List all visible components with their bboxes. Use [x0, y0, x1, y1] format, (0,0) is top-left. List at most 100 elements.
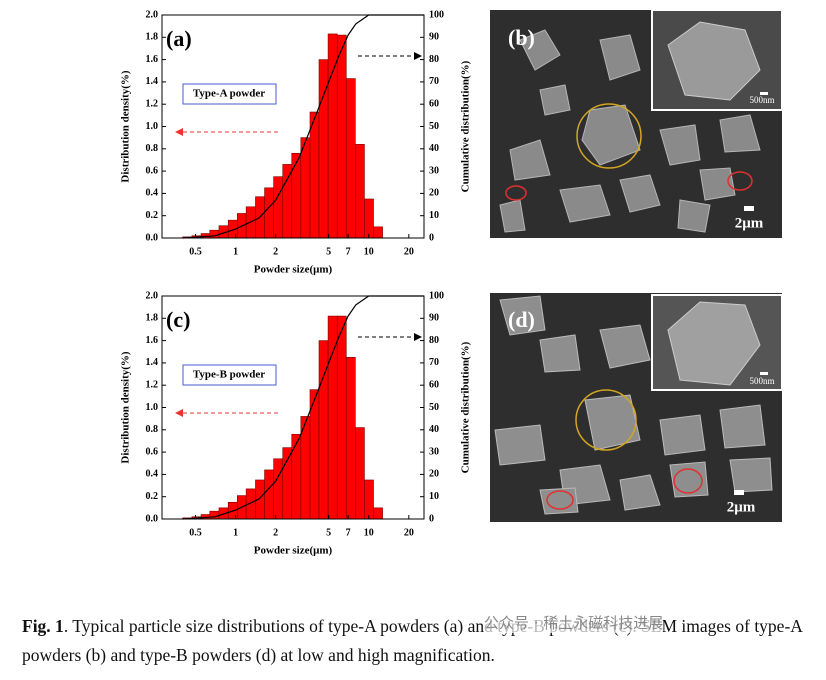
y2-tick-label: 30	[429, 446, 439, 457]
y2-tick-label: 70	[429, 76, 439, 87]
cumulative-line	[182, 14, 424, 239]
y2-tick-label: 100	[429, 9, 444, 20]
bar	[364, 198, 374, 239]
inset-scale-bar-label: 500nm	[749, 95, 774, 105]
caption: Fig. 1. Typical particle size distributi…	[22, 612, 812, 670]
y-tick-label: 1.6	[146, 54, 159, 65]
y-tick-label: 1.0	[146, 402, 159, 413]
legend-box	[182, 364, 277, 386]
y-tick-label: 0.0	[146, 513, 159, 524]
y-tick-label: 0.8	[146, 143, 159, 154]
bar	[282, 164, 293, 239]
panel-label: (a)	[166, 26, 192, 51]
y-tick-label: 1.2	[146, 379, 159, 390]
figure-label: Fig. 1	[22, 616, 64, 636]
y-tick-label: 1.8	[146, 313, 159, 324]
x-axis-label: Powder size(μm)	[254, 264, 333, 276]
x-tick-label: 20	[404, 246, 414, 257]
x-tick-label: 1	[233, 246, 238, 257]
bar	[209, 510, 220, 520]
panel-label: (d)	[508, 307, 535, 332]
x-tick-label: 7	[346, 527, 351, 538]
y2-tick-label: 30	[429, 165, 439, 176]
y-tick-label: 1.6	[146, 335, 159, 346]
y-tick-label: 0.6	[146, 446, 159, 457]
x-tick-label: 10	[364, 527, 374, 538]
scale-bar-label: 2μm	[727, 499, 756, 515]
y2-tick-label: 70	[429, 357, 439, 368]
inset-scale-bar-label: 500nm	[749, 376, 774, 386]
legend-label: Type-B powder	[193, 369, 265, 381]
y-tick-label: 0.4	[146, 188, 159, 199]
y-tick-label: 1.0	[146, 121, 159, 132]
bar	[300, 137, 311, 239]
bar	[264, 187, 274, 239]
bar	[373, 507, 383, 520]
panel-label: (c)	[166, 307, 190, 332]
bar	[273, 176, 284, 239]
y2-tick-label: 50	[429, 121, 439, 132]
figure: (b) 2μm 500nm (d) 2μm 500nm 0.0 0.2 0.4 0.6…	[120, 9, 783, 557]
y2-tick-label: 90	[429, 313, 439, 324]
sem-image: (d) 2μm 500nm	[490, 293, 783, 522]
bar	[264, 469, 274, 520]
y2-axis-label: Cumulative distribution(%)	[460, 60, 472, 192]
watermark: 公众号 · 稀土永磁科技进展	[484, 612, 664, 633]
bar	[364, 479, 374, 520]
y2-tick-label: 80	[429, 54, 439, 65]
bar	[327, 315, 338, 520]
y-tick-label: 1.8	[146, 32, 159, 43]
x-tick-label: 7	[346, 246, 351, 257]
legend-label: Type-A powder	[193, 88, 265, 100]
bar	[336, 34, 347, 239]
x-axis-label: Powder size(μm)	[254, 545, 333, 557]
x-tick-label: 5	[326, 246, 331, 257]
bar	[291, 433, 302, 520]
y-tick-label: 0.8	[146, 424, 159, 435]
y2-tick-label: 60	[429, 98, 439, 109]
y2-tick-label: 20	[429, 188, 439, 199]
bar	[345, 357, 356, 520]
scale-bar-label: 2μm	[735, 215, 764, 231]
y2-tick-label: 20	[429, 469, 439, 480]
x-tick-label: 5	[326, 527, 331, 538]
bar	[373, 226, 383, 239]
bar	[336, 315, 347, 520]
y-tick-label: 0.2	[146, 210, 159, 221]
y2-tick-label: 80	[429, 335, 439, 346]
x-tick-label: 10	[364, 246, 374, 257]
y2-tick-label: 50	[429, 402, 439, 413]
x-tick-label: 2	[273, 246, 278, 257]
x-tick-label: 0.5	[189, 246, 202, 257]
y-tick-label: 1.2	[146, 98, 159, 109]
legend-box	[182, 83, 277, 105]
y-tick-label: 2.0	[146, 9, 159, 20]
y2-tick-label: 0	[429, 513, 434, 524]
y2-tick-label: 40	[429, 424, 439, 435]
bar	[282, 447, 293, 520]
x-tick-label: 1	[233, 527, 238, 538]
bar	[291, 152, 302, 239]
caption-text: . Typical particle size distributions of…	[22, 616, 802, 665]
y2-tick-label: 60	[429, 379, 439, 390]
y2-tick-label: 10	[429, 210, 439, 221]
y2-tick-label: 10	[429, 491, 439, 502]
y2-tick-label: 90	[429, 32, 439, 43]
y2-tick-label: 40	[429, 143, 439, 154]
y2-axis-label: Cumulative distribution(%)	[460, 341, 472, 473]
bar	[355, 427, 365, 520]
bar	[345, 78, 356, 239]
y-tick-label: 0.2	[146, 491, 159, 502]
y2-tick-label: 100	[429, 290, 444, 301]
y-tick-label: 0.4	[146, 469, 159, 480]
x-tick-label: 2	[273, 527, 278, 538]
y-tick-label: 0.0	[146, 232, 159, 243]
bar	[209, 229, 220, 239]
x-tick-label: 0.5	[189, 527, 202, 538]
y-axis-label: Distribution density(%)	[120, 351, 132, 463]
y-tick-label: 0.6	[146, 165, 159, 176]
bar	[309, 111, 320, 239]
x-tick-label: 20	[404, 527, 414, 538]
panel-label: (b)	[508, 25, 535, 50]
